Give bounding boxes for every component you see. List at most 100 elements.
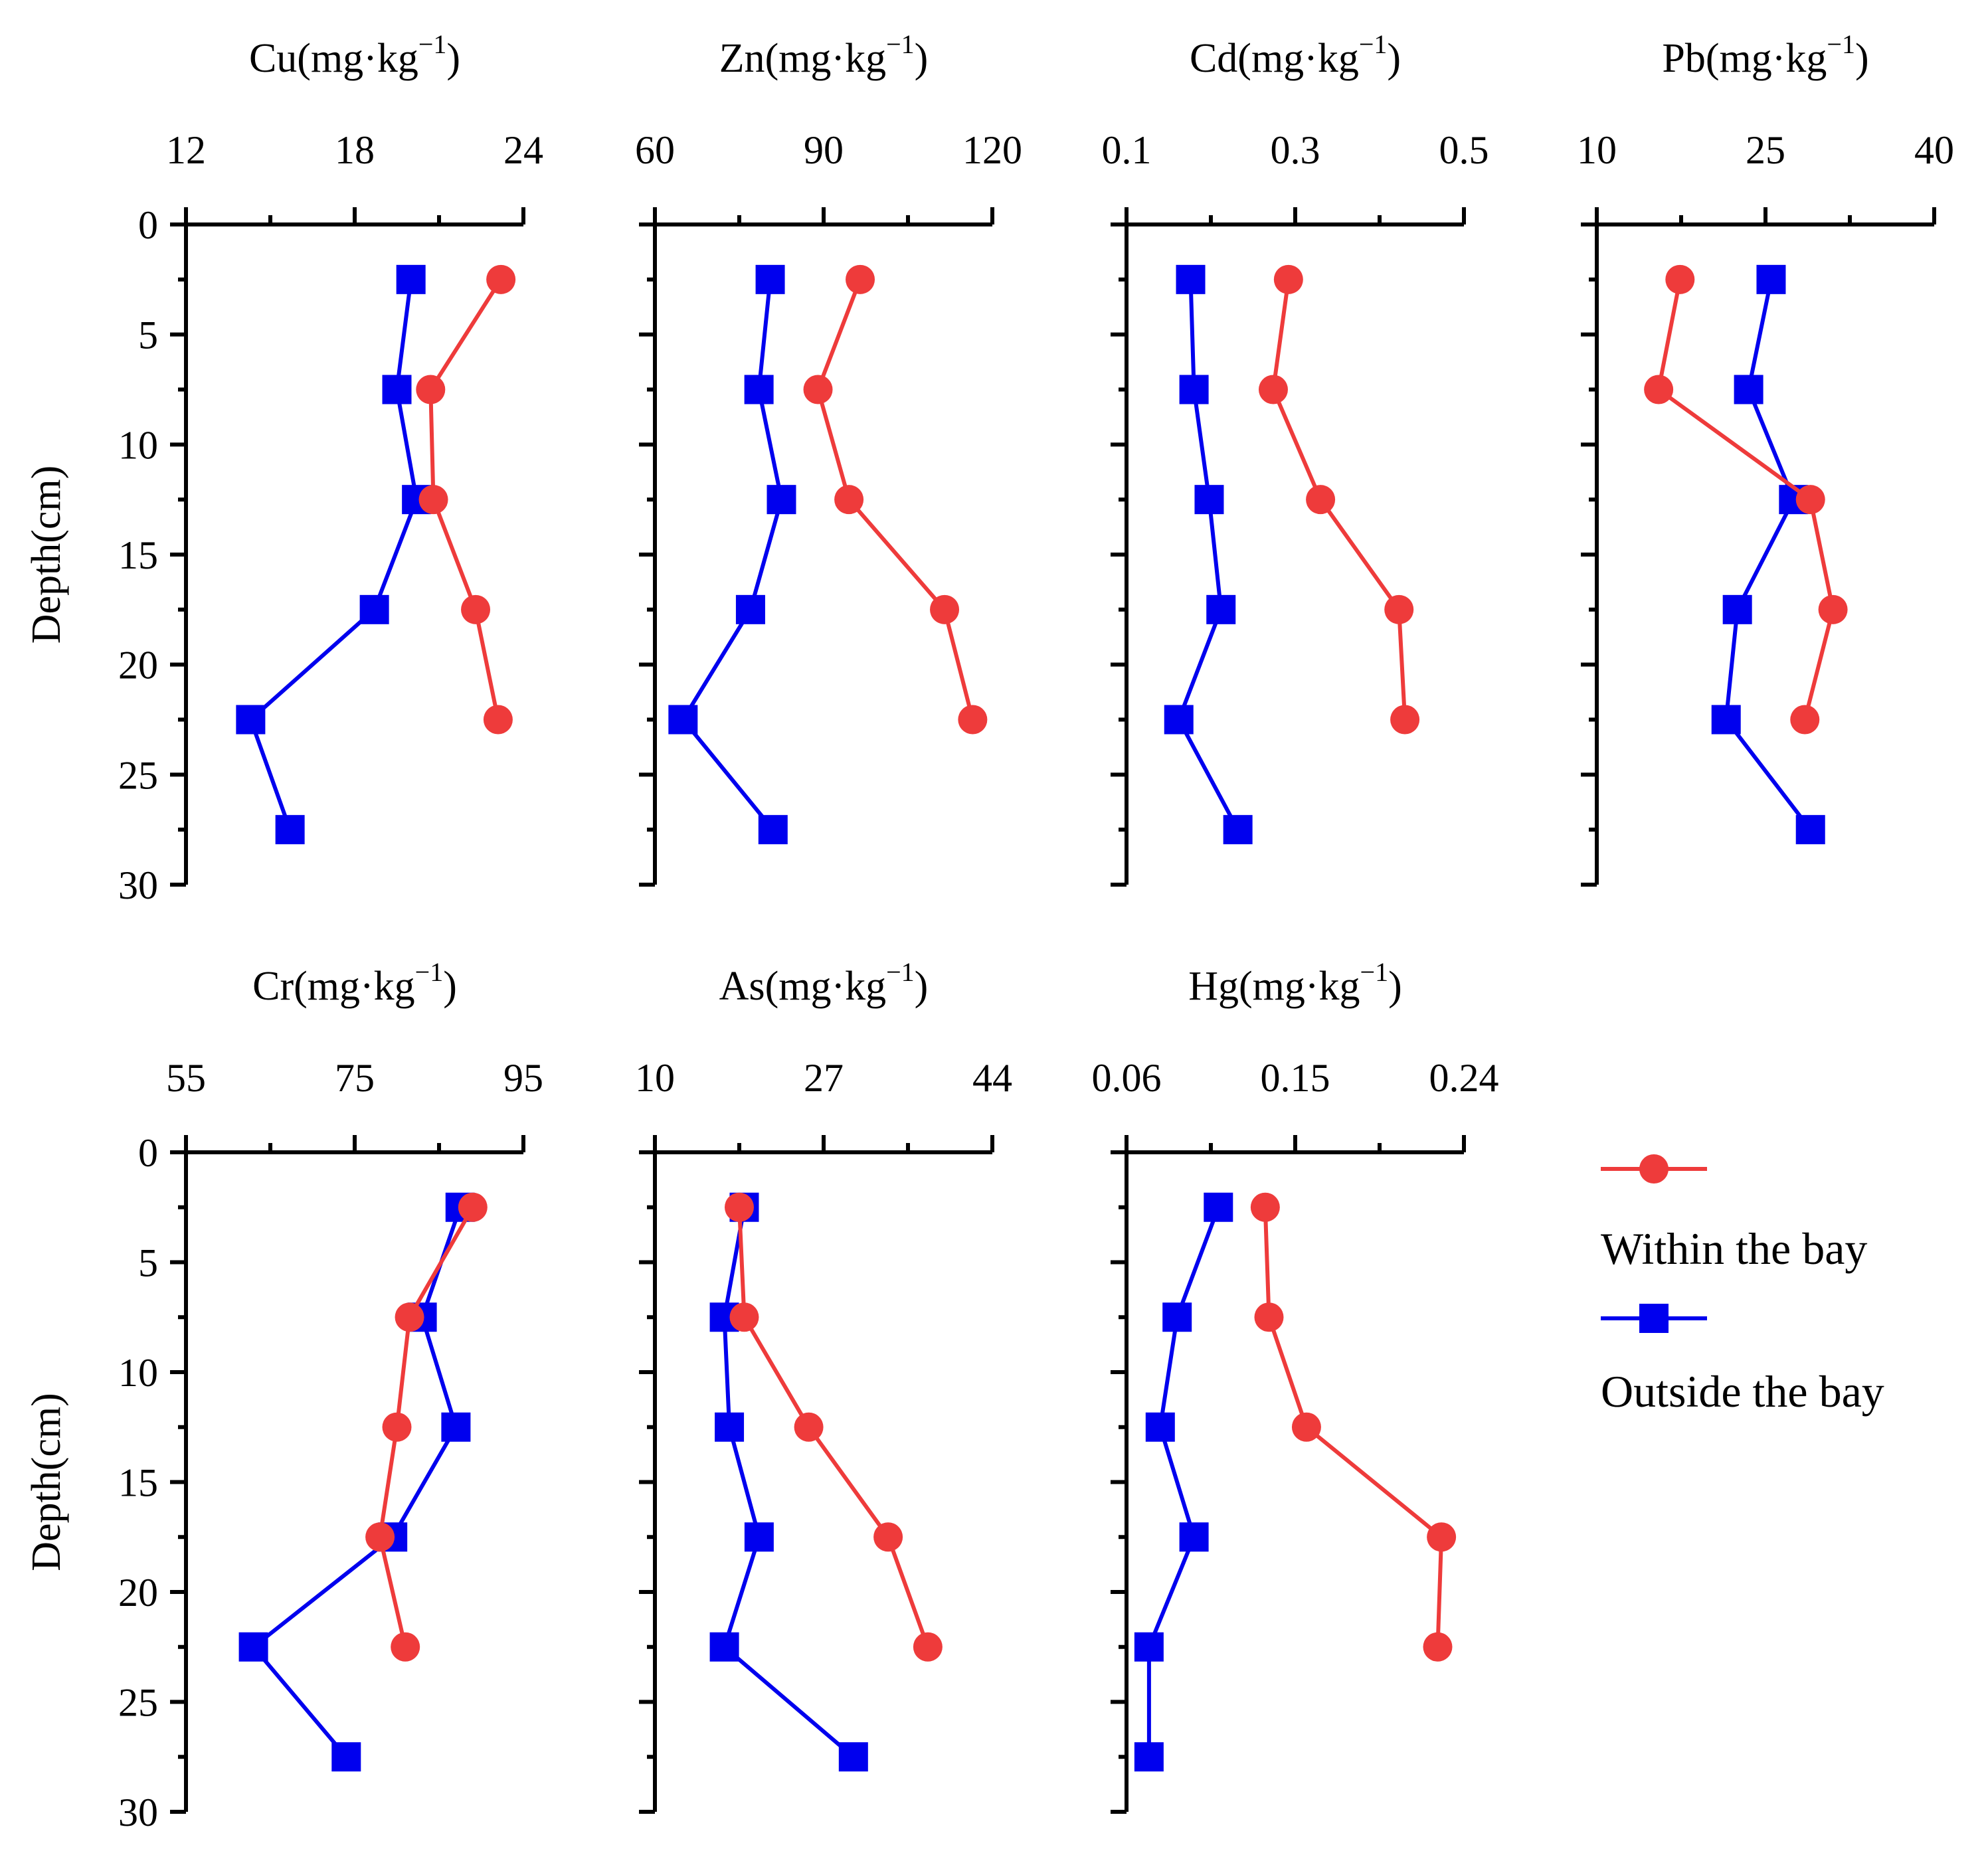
series-line-outside — [250, 1206, 462, 1759]
x-tick-label: 40 — [1914, 128, 1954, 172]
x-tick-label: 0.06 — [1092, 1056, 1162, 1100]
data-point-outside — [1162, 1302, 1192, 1332]
series-outside-cu — [236, 264, 432, 845]
data-point-outside — [1134, 1742, 1164, 1772]
data-point-within — [1306, 485, 1336, 515]
data-point-within — [803, 375, 833, 404]
title-unit-exponent: −1 — [1360, 957, 1389, 987]
title-element: As — [719, 964, 765, 1009]
series-within-cu — [416, 264, 516, 735]
data-point-outside — [758, 815, 788, 845]
title-element: Hg — [1188, 964, 1239, 1009]
data-point-outside — [1206, 594, 1236, 624]
panel-title-as: As(mg·kg−1) — [719, 957, 929, 1009]
data-point-within — [873, 1522, 903, 1552]
y-tick-label: 5 — [138, 1241, 158, 1285]
data-point-outside — [1179, 1522, 1209, 1552]
data-point-outside — [1176, 264, 1206, 294]
data-point-within — [1790, 705, 1820, 735]
panel-title-cd: Cd(mg·kg−1) — [1190, 29, 1401, 81]
title-unit: (mg·kg — [1239, 964, 1360, 1009]
y-axis-title: Depth(cm) — [24, 1393, 69, 1571]
data-point-within — [846, 264, 875, 294]
series-outside-hg — [1134, 1192, 1233, 1772]
y-axis-title: Depth(cm) — [24, 466, 69, 644]
panel-as: As(mg·kg−1) 10 27 44 — [635, 957, 1012, 1814]
x-tick-label: 24 — [503, 128, 543, 172]
title-unit-close: ) — [915, 964, 929, 1009]
data-point-within — [395, 1302, 424, 1332]
x-tick-label: 44 — [972, 1056, 1012, 1100]
title-unit: (mg·kg — [294, 964, 415, 1009]
data-point-within — [486, 264, 516, 294]
y-tick-label: 15 — [118, 533, 158, 577]
y-tick-label: 15 — [118, 1461, 158, 1505]
title-element: Cu — [249, 36, 297, 81]
y-tick-label: 25 — [118, 753, 158, 797]
title-unit-close: ) — [915, 36, 929, 81]
data-point-outside — [1223, 815, 1253, 845]
panel-hg: Hg(mg·kg−1) 0.06 0.15 0.24 — [1092, 957, 1499, 1814]
title-unit-exponent: −1 — [1359, 29, 1388, 59]
data-point-outside — [668, 705, 698, 735]
y-tick-label: 10 — [118, 1351, 158, 1395]
data-point-within — [930, 594, 960, 624]
title-unit: (mg·kg — [297, 36, 418, 81]
series-outside-pb — [1711, 264, 1825, 845]
title-unit: (mg·kg — [1237, 36, 1359, 81]
data-point-within — [382, 1412, 412, 1442]
x-tick-label: 90 — [804, 128, 844, 172]
series-within-hg — [1250, 1192, 1457, 1662]
data-point-within — [1795, 485, 1825, 515]
legend-outside-marker — [1639, 1304, 1669, 1333]
legend-within-marker — [1639, 1154, 1669, 1184]
title-element: Cr — [252, 964, 294, 1009]
y-tick-label: 5 — [138, 313, 158, 357]
legend: Within the bay Outside the bay — [1601, 1154, 1884, 1417]
legend-within-label: Within the bay — [1601, 1223, 1867, 1274]
series-within-cr — [365, 1192, 488, 1662]
data-point-within — [483, 705, 513, 735]
title-unit: (mg·kg — [1706, 36, 1827, 81]
y-tick-label: 25 — [118, 1681, 158, 1725]
data-point-outside — [1756, 264, 1786, 294]
data-point-outside — [1194, 485, 1224, 515]
data-point-outside — [838, 1742, 868, 1772]
data-point-within — [1384, 594, 1414, 624]
x-tick-label: 10 — [635, 1056, 675, 1100]
title-element: Pb — [1662, 36, 1705, 81]
panel-zn: Zn(mg·kg−1) 60 90 120 — [635, 29, 1022, 887]
data-point-within — [729, 1302, 759, 1332]
data-point-outside — [709, 1632, 739, 1662]
series-line-within — [1271, 279, 1407, 720]
title-unit: (mg·kg — [765, 964, 887, 1009]
data-point-within — [1250, 1192, 1280, 1222]
series-line-outside — [1724, 279, 1813, 832]
data-point-within — [725, 1192, 754, 1222]
data-point-within — [416, 375, 446, 404]
series-within-cd — [1258, 264, 1420, 735]
data-point-outside — [396, 264, 426, 294]
x-tick-label: 25 — [1746, 128, 1785, 172]
title-unit-close: ) — [443, 964, 457, 1009]
series-outside-zn — [668, 264, 796, 845]
series-line-outside — [248, 279, 419, 831]
panel-title-cu: Cu(mg·kg−1) — [249, 29, 460, 81]
data-point-within — [913, 1632, 943, 1662]
data-point-outside — [744, 375, 774, 404]
title-element: Zn — [719, 36, 765, 81]
data-point-outside — [359, 594, 389, 624]
data-point-outside — [1711, 705, 1741, 735]
data-point-within — [958, 705, 988, 735]
data-point-within — [365, 1522, 395, 1552]
data-point-outside — [382, 375, 412, 404]
y-tick-label: 20 — [118, 1571, 158, 1615]
series-line-within — [737, 1207, 930, 1648]
data-point-within — [1427, 1522, 1457, 1552]
title-unit-exponent: −1 — [886, 957, 915, 987]
data-point-outside — [441, 1412, 471, 1442]
series-within-zn — [803, 264, 988, 735]
x-tick-label: 18 — [335, 128, 375, 172]
data-point-within — [1291, 1412, 1321, 1442]
